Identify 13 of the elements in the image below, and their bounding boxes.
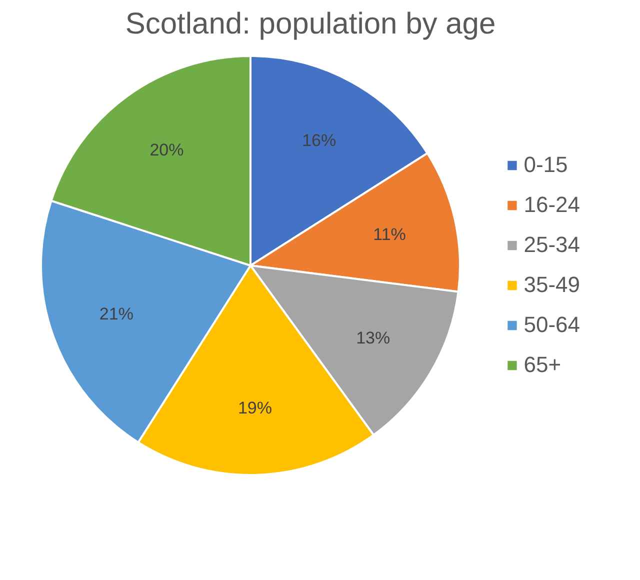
legend-label: 0-15	[524, 152, 568, 178]
data-label: 16%	[302, 131, 336, 150]
legend-label: 35-49	[524, 272, 580, 298]
chart-title: Scotland: population by age	[125, 8, 496, 40]
data-label: 21%	[99, 304, 134, 324]
data-label: 20%	[150, 140, 184, 160]
legend-label: 65+	[524, 352, 562, 378]
data-label: 19%	[238, 398, 272, 418]
data-label: 11%	[373, 224, 406, 244]
legend-label: 16-24	[524, 192, 580, 218]
data-label: 13%	[356, 328, 390, 348]
legend-label: 50-64	[524, 312, 580, 338]
legend-label: 25-34	[524, 232, 580, 258]
